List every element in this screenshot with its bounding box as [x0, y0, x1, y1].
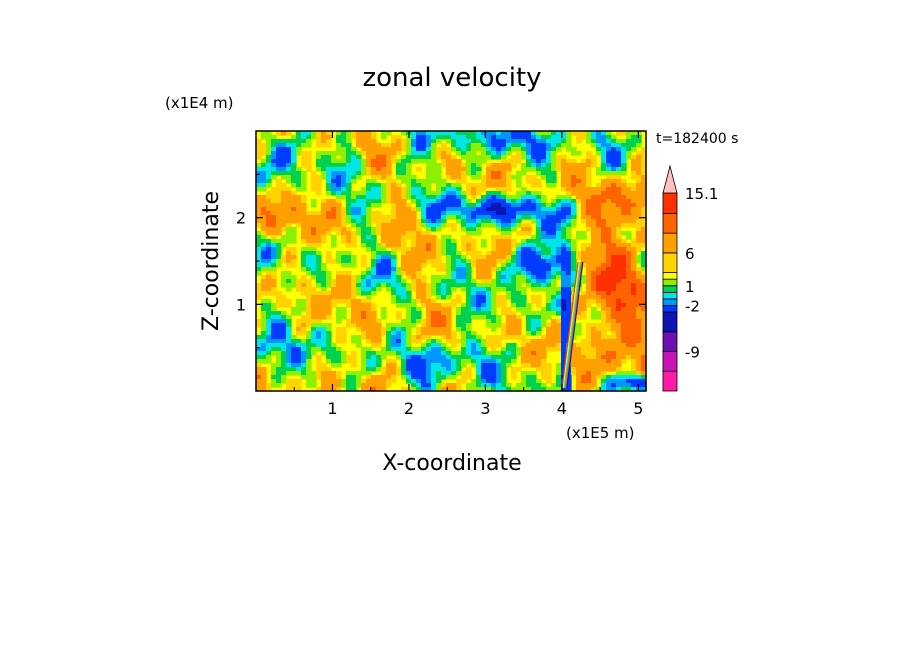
x-axis-label: X-coordinate: [382, 451, 521, 476]
x-scale-label: (x1E5 m): [566, 424, 635, 442]
y-axis-ticks: 12: [236, 173, 646, 349]
colorbar: 15.1 6 1-2 -9: [662, 164, 718, 392]
x-tick-label: 2: [404, 399, 414, 418]
y-scale-label: (x1E4 m): [165, 94, 234, 112]
x-axis-ticks: 1 2 3 4 5: [293, 131, 643, 418]
chart-title: zonal velocity: [362, 63, 541, 93]
colorbar-label: -2: [685, 297, 700, 315]
y-tick-label: 2: [236, 209, 246, 228]
colorbar-swatch: [662, 212, 678, 234]
colorbar-swatch: [662, 331, 678, 352]
y-axis-label: Z-coordinate: [199, 191, 224, 331]
colorbar-swatch: [662, 285, 678, 293]
colorbar-swatch: [662, 252, 678, 273]
y-tick-label: 1: [236, 295, 246, 314]
colorbar-swatch: [662, 291, 678, 300]
colorbar-label: 6: [685, 245, 695, 263]
colorbar-swatch: [662, 305, 678, 313]
wave-streaks: [561, 261, 584, 389]
x-tick-label: 3: [480, 399, 490, 418]
colorbar-swatch: [662, 272, 678, 280]
colorbar-swatch: [662, 370, 678, 392]
x-tick-label: 1: [327, 399, 337, 418]
colorbar-swatch: [662, 192, 678, 214]
colorbar-swatch: [662, 298, 678, 306]
x-tick-label: 5: [633, 399, 643, 418]
colorbar-swatch: [662, 311, 678, 333]
colorbar-swatch: [662, 351, 678, 372]
colorbar-extend-arrow: [662, 164, 678, 194]
time-label: t=182400 s: [656, 131, 738, 147]
velocity-field: [256, 131, 647, 392]
heatmap-plot-area: [255, 130, 647, 392]
colorbar-label: 1: [685, 278, 695, 296]
colorbar-swatch: [662, 278, 678, 287]
x-tick-label: 4: [557, 399, 567, 418]
colorbar-swatch: [662, 232, 678, 254]
colorbar-label: 15.1: [685, 185, 718, 203]
colorbar-label: -9: [685, 344, 700, 362]
